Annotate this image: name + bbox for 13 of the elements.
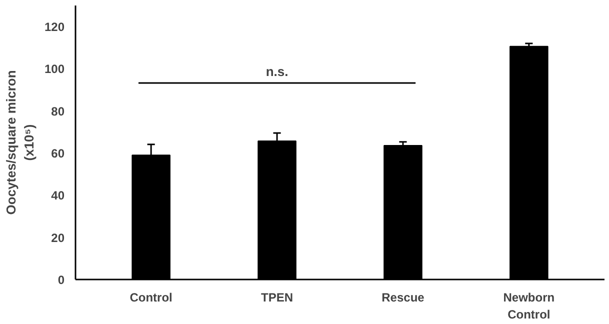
y-tick-label: 100 xyxy=(44,62,65,76)
y-axis-title: Oocytes/square micron (x10⁵) xyxy=(3,70,36,215)
y-tick-label: 20 xyxy=(51,230,65,245)
x-tick-label: Newborn Control xyxy=(503,290,555,322)
x-tick-label: Control xyxy=(130,290,172,304)
y-tick-label: 120 xyxy=(44,20,65,34)
x-tick-label: TPEN xyxy=(261,290,294,304)
y-tick-label: 0 xyxy=(58,273,65,287)
x-tick-label: Rescue xyxy=(382,290,425,304)
y-tick-label: 60 xyxy=(51,146,65,161)
y-tick-label: 40 xyxy=(51,188,65,203)
annotation: n.s. xyxy=(266,64,288,80)
y-tick-label: 80 xyxy=(51,104,65,118)
